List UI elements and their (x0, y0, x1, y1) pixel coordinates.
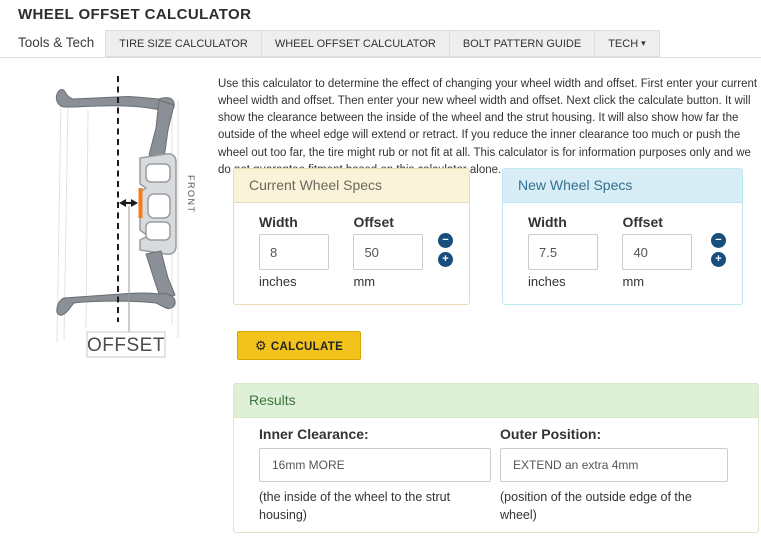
tab-bolt-pattern-guide[interactable]: BOLT PATTERN GUIDE (448, 30, 596, 57)
intro-text: Use this calculator to determine the eff… (218, 77, 758, 176)
inner-clearance-caption: (the inside of the wheel to the strut ho… (259, 490, 451, 522)
results-title: Results (234, 384, 758, 418)
offset-label-box (86, 331, 166, 358)
mounting-face-highlight (138, 188, 143, 218)
new-wheel-specs-title: New Wheel Specs (503, 169, 742, 203)
tab-tech-dropdown[interactable]: TECH ▾ (594, 30, 660, 57)
tab-wheel-offset-calculator[interactable]: WHEEL OFFSET CALCULATOR (260, 30, 450, 57)
minus-icon: − (442, 234, 449, 246)
width-label: Width (528, 214, 567, 230)
width-unit-label: inches (259, 274, 297, 289)
results-panel: Results Inner Clearance: 16mm MORE (the … (233, 383, 759, 533)
tab-tire-size-calculator[interactable]: TIRE SIZE CALCULATOR (105, 30, 262, 57)
current-offset-increment-button[interactable]: + (438, 252, 453, 267)
offset-unit-label: mm (622, 274, 645, 289)
current-width-input[interactable] (259, 234, 329, 270)
outer-position-label: Outer Position: (500, 426, 602, 442)
width-unit-label: inches (528, 274, 566, 289)
wheel-offset-diagram: OFFSET FRONT (55, 76, 196, 358)
outer-position-value: EXTEND an extra 4mm (500, 448, 728, 482)
front-label: FRONT (186, 175, 196, 214)
wheel-rim-bottom (56, 292, 176, 316)
outer-position-caption: (position of the outside edge of the whe… (500, 490, 692, 522)
offset-label: Offset (622, 214, 663, 230)
brand-label: Tools & Tech (18, 35, 95, 50)
plus-icon: + (715, 253, 722, 265)
new-offset-input[interactable] (622, 234, 693, 270)
minus-icon: − (715, 234, 722, 246)
gear-icon: ⚙ (254, 337, 267, 353)
wheel-hub-notches (145, 163, 171, 241)
offset-label: Offset (353, 214, 394, 230)
calculate-button-label: CALCULATE (270, 340, 344, 353)
new-wheel-specs-panel: New Wheel Specs Width inches Offset mm −… (502, 168, 743, 305)
inner-clearance-value: 16mm MORE (259, 448, 491, 482)
current-wheel-specs-panel: Current Wheel Specs Width inches Offset … (233, 168, 470, 305)
tab-label: TECH (608, 38, 639, 50)
nav-tabs: Tools & Tech TIRE SIZE CALCULATOR WHEEL … (0, 30, 761, 58)
wheel-spoke-bottom (145, 250, 176, 301)
offset-unit-label: mm (353, 274, 376, 289)
new-width-input[interactable] (528, 234, 598, 270)
offset-arrow (119, 199, 138, 207)
offset-label: OFFSET (87, 335, 165, 356)
wheel-rim-top (55, 89, 175, 112)
current-wheel-specs-title: Current Wheel Specs (234, 169, 469, 203)
width-label: Width (259, 214, 298, 230)
new-offset-decrement-button[interactable]: − (711, 233, 726, 248)
chevron-down-icon: ▾ (641, 38, 646, 48)
tab-label: BOLT PATTERN GUIDE (462, 38, 582, 50)
tab-label: WHEEL OFFSET CALCULATOR (274, 38, 436, 50)
plus-icon: + (442, 253, 449, 265)
new-offset-increment-button[interactable]: + (711, 252, 726, 267)
inner-clearance-label: Inner Clearance: (259, 426, 369, 442)
current-offset-input[interactable] (353, 234, 424, 270)
tab-label: TIRE SIZE CALCULATOR (119, 38, 248, 50)
page-title: WHEEL OFFSET CALCULATOR (18, 6, 252, 23)
calculate-button[interactable]: ⚙ CALCULATE (237, 331, 361, 360)
current-offset-decrement-button[interactable]: − (438, 233, 453, 248)
